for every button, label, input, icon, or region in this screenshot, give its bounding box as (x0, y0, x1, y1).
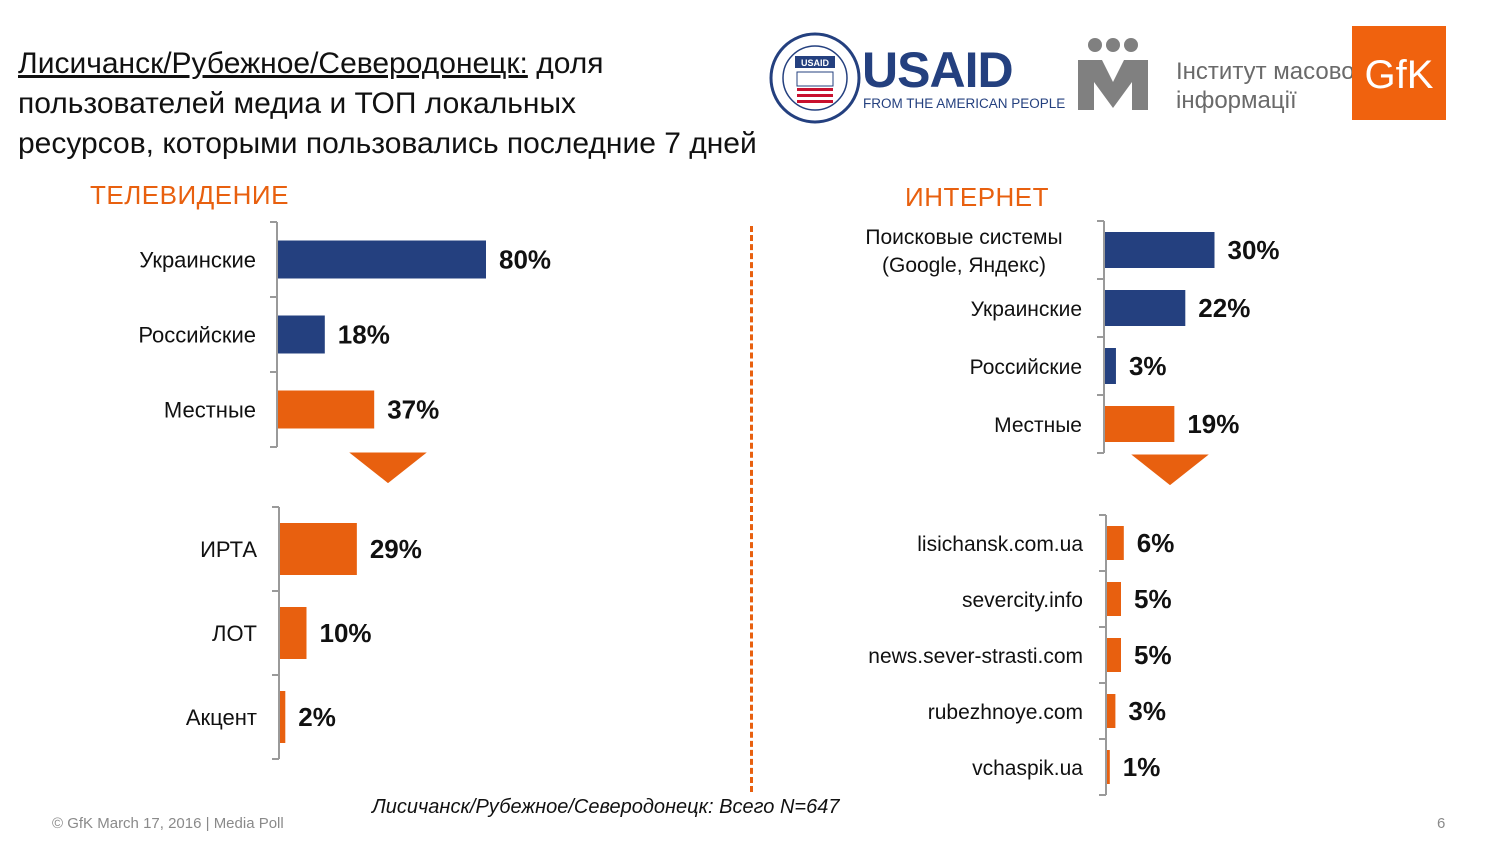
chart-2-bar (280, 607, 307, 659)
chart-3-bar (1105, 348, 1116, 384)
chart-4-value-label: 6% (1137, 528, 1175, 558)
chart-4-bar (1107, 694, 1116, 728)
chart-3-value-label: 30% (1228, 235, 1280, 265)
chart-1-bar (278, 390, 375, 429)
usaid-seal-label: USAID (801, 58, 830, 68)
chart-2-category-label: ЛОТ (212, 621, 257, 646)
chart-4-category-label: severcity.info (962, 589, 1083, 612)
internet-section-title: ИНТЕРНЕТ (905, 182, 1050, 212)
chart-3-value-label: 22% (1198, 293, 1250, 323)
usaid-logo: USAID USAID FROM THE AMERICAN PEOPLE (769, 32, 1065, 124)
chart-3-bar (1105, 406, 1175, 442)
title-location: Лисичанск/Рубежное/Северодонецк: (18, 47, 528, 80)
chart-1-category-label: Местные (164, 398, 256, 423)
chart-2-bar (280, 691, 286, 743)
chart-3-category-label: Украинские (971, 298, 1082, 321)
chart-3-bar (1105, 232, 1215, 268)
down-arrow-icon (340, 449, 436, 487)
chart-2-category-label: Акцент (186, 705, 257, 730)
chart-1-value-label: 37% (387, 395, 439, 425)
title-text-1: доля (527, 47, 604, 80)
down-arrow-icon (1122, 451, 1218, 489)
chart-4-bar (1107, 750, 1110, 784)
chart-1-category-label: Российские (138, 323, 256, 348)
chart-1-category-label: Украинские (139, 248, 256, 273)
chart-3-bar (1105, 290, 1186, 326)
chart-4-bar (1107, 526, 1124, 560)
chart-4-category-label: news.sever-strasti.com (868, 645, 1083, 668)
chart-4-value-label: 5% (1134, 640, 1172, 670)
gfk-wordmark: GfK (1365, 53, 1434, 97)
chart-2-value-label: 10% (320, 618, 372, 648)
chart-4-bar (1107, 582, 1121, 616)
chart-4-value-label: 5% (1134, 584, 1172, 614)
sample-base-note: Лисичанск/Рубежное/Северодонецк: Всего N… (372, 796, 840, 818)
chart-4-value-label: 1% (1123, 752, 1161, 782)
chart-4-value-label: 3% (1128, 696, 1166, 726)
chart-4-category-label: lisichansk.com.ua (917, 533, 1083, 556)
chart-3-category-label: Местные (994, 414, 1082, 437)
title-text-3: ресурсов, которыми пользовались последни… (18, 127, 757, 160)
tv-section-title: ТЕЛЕВИДЕНИЕ (90, 180, 289, 210)
chart-3-category-label: Поисковые системы (Google, Яндекс) (865, 226, 1062, 277)
page-number: 6 (1437, 815, 1446, 832)
title-text-2: пользователей медиа и ТОП локальных (18, 87, 577, 120)
section-divider (750, 226, 753, 792)
partner-logos: USAID USAID FROM THE AMERICAN PEOPLE Інс… (769, 26, 1446, 124)
chart-2-value-label: 29% (370, 534, 422, 564)
chart-2-value-label: 2% (298, 702, 336, 732)
copyright: © GfK March 17, 2016 | Media Poll (52, 815, 284, 832)
chart-3-category-label: Российские (970, 356, 1082, 379)
chart-1-bar (278, 315, 325, 354)
usaid-tagline: FROM THE AMERICAN PEOPLE (863, 96, 1065, 111)
chart-3-value-label: 19% (1187, 409, 1239, 439)
chart-1-value-label: 18% (338, 320, 390, 350)
chart-1-bar (278, 240, 486, 279)
imi-logo: Інститут масової інформації (1078, 38, 1362, 114)
chart-4-category-label: rubezhnoye.com (928, 701, 1083, 724)
chart-4-bar (1107, 638, 1121, 672)
chart-2-category-label: ИРТА (200, 537, 257, 562)
imi-name-line1: Інститут масової (1176, 58, 1362, 85)
chart-1-value-label: 80% (499, 245, 551, 275)
imi-name-line2: інформації (1176, 87, 1297, 114)
usaid-wordmark: USAID (862, 42, 1013, 98)
chart-4-category-label: vchaspik.ua (972, 757, 1083, 780)
chart-2-bar (280, 523, 357, 575)
page-title: Лисичанск/Рубежное/Северодонецк: доля по… (18, 44, 858, 164)
gfk-logo: GfK (1352, 26, 1446, 120)
chart-3-value-label: 3% (1129, 351, 1167, 381)
